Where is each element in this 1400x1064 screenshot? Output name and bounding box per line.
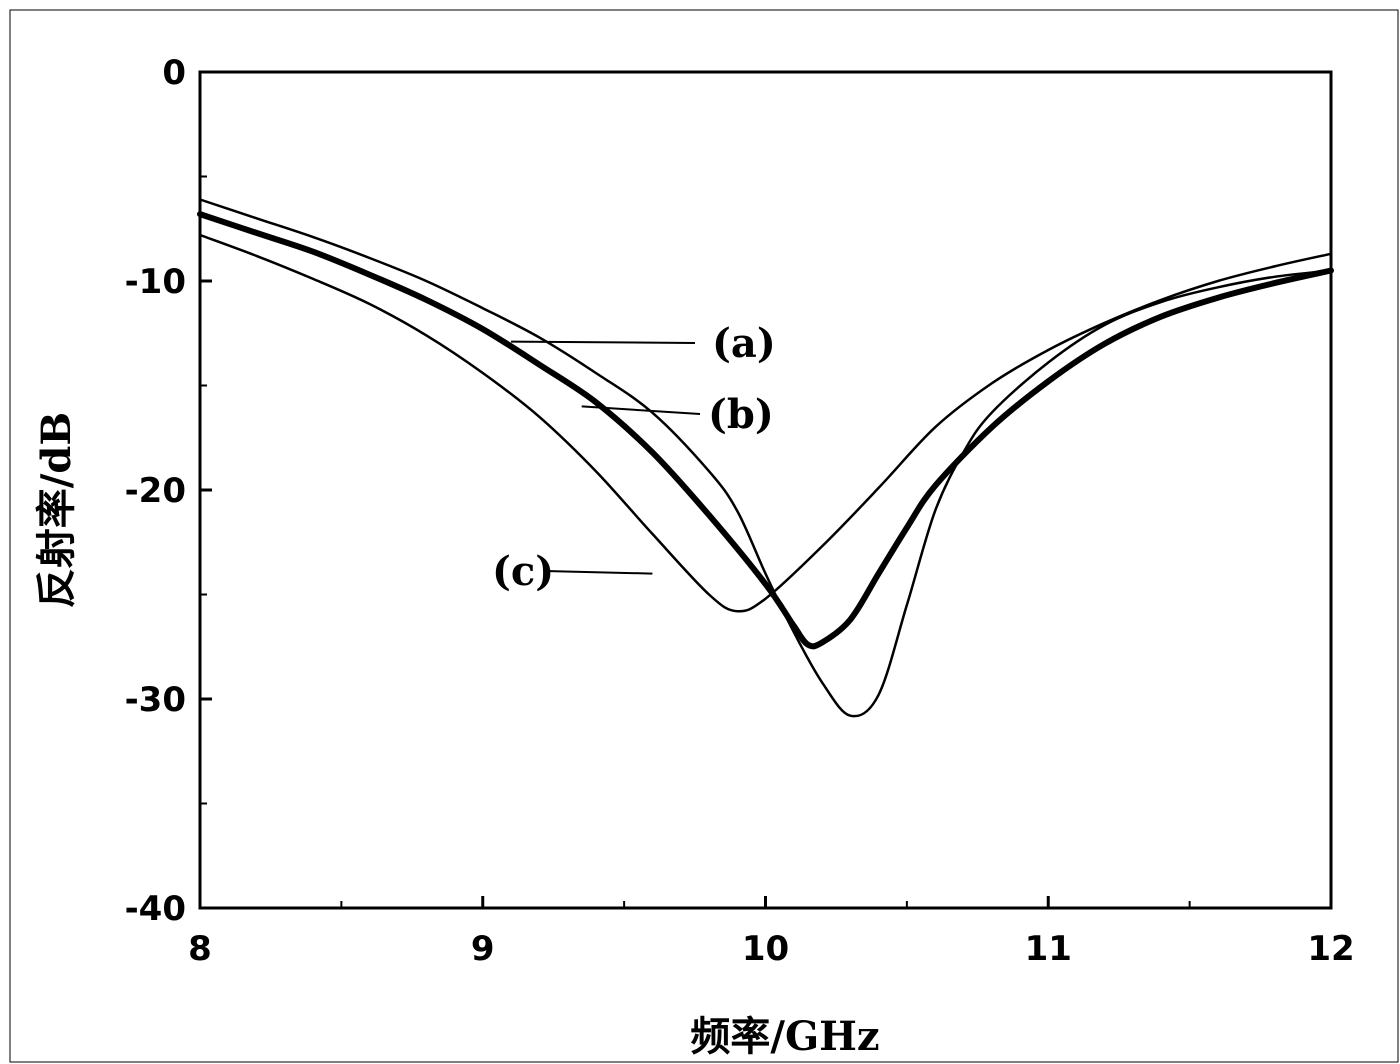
axis-ticks: 8 9 10 11 12 0 -10 -20 -30 -40 [125,53,1355,969]
y-tick-label: -40 [125,889,186,929]
y-tick-label: -30 [125,680,186,720]
series-label-c: (c) [492,548,554,595]
series-lines [200,200,1331,717]
y-axis-title: 反射率/dB [33,412,80,608]
series-label-a: (a) [712,320,776,367]
y-tick-label: 0 [162,53,186,93]
x-tick-label: 8 [188,929,212,969]
x-axis-title: 频率/GHz [690,1013,879,1060]
series-label-leader [511,342,695,343]
x-tick-label: 10 [742,929,789,969]
x-tick-label: 12 [1307,929,1354,969]
x-tick-label: 9 [471,929,495,969]
x-tick-label: 11 [1025,929,1072,969]
y-tick-label: -10 [125,262,186,302]
y-tick-label: -20 [125,471,186,511]
plot-frame [200,72,1331,908]
series-label-b: (b) [708,391,774,438]
series-label-leader [582,406,700,414]
series-label-leader [545,571,652,574]
